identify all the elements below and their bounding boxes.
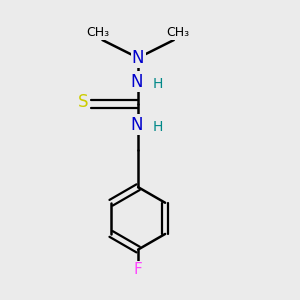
Text: N: N <box>132 49 144 67</box>
Text: N: N <box>130 116 143 134</box>
Text: H: H <box>152 120 163 134</box>
Text: CH₃: CH₃ <box>167 26 190 39</box>
Text: F: F <box>134 262 142 277</box>
Text: H: H <box>152 77 163 91</box>
Text: N: N <box>130 73 143 91</box>
Text: S: S <box>78 93 88 111</box>
Text: CH₃: CH₃ <box>86 26 110 39</box>
